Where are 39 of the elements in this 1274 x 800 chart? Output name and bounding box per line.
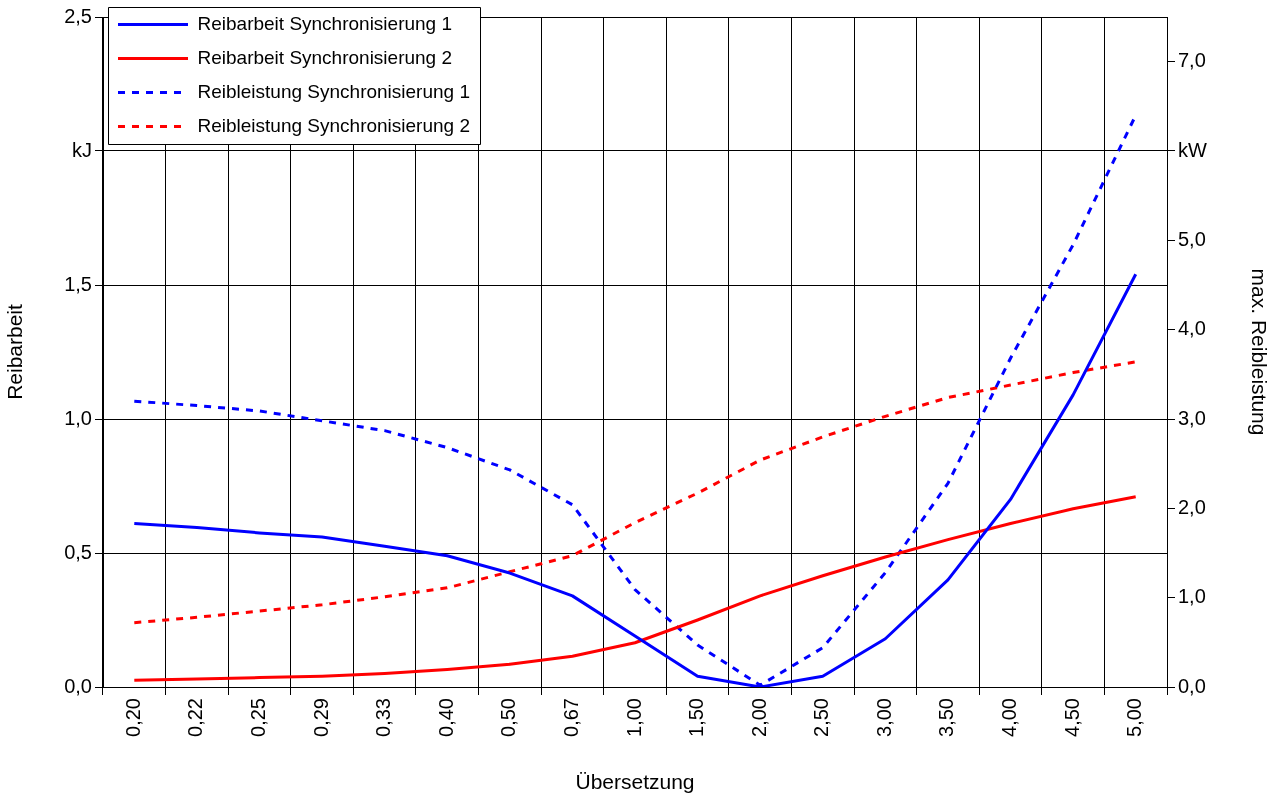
y-axis-title: Reibarbeit [3, 303, 27, 400]
legend-label: Reibarbeit Synchronisierung 1 [197, 12, 453, 34]
y2-tick-label: 7,0 [1178, 49, 1206, 72]
y-tick-label: 2,5 [64, 4, 92, 27]
line-series [132, 360, 1138, 625]
legend-label: Reibleistung Synchronisierung 2 [197, 114, 470, 136]
y2-tick-label: 2,0 [1178, 495, 1206, 518]
y2-tick-label: 0,0 [1178, 674, 1206, 697]
y2-axis-title: max. Reibleistung [1247, 268, 1271, 436]
x-tick-label: 0,40 [434, 698, 457, 737]
x-tick-label: 1,50 [685, 698, 708, 737]
x-tick-label: 3,50 [935, 698, 958, 737]
y-tick-label: 1,0 [64, 406, 92, 429]
x-tick-label: 2,00 [747, 698, 770, 737]
y-tick-label: 0,0 [64, 674, 92, 697]
x-tick-label: 4,50 [1060, 698, 1083, 737]
x-tick-label: 4,00 [998, 698, 1021, 737]
y-tick-label: kJ [72, 138, 92, 161]
x-tick-label: 0,22 [184, 698, 207, 737]
x-tick-label: 1,00 [622, 698, 645, 737]
x-tick-label: 0,29 [309, 698, 332, 737]
y2-tick-label: 4,0 [1178, 317, 1206, 340]
y2-tick-label: kW [1178, 138, 1207, 161]
x-axis-title: Übersetzung [575, 770, 695, 794]
x-tick-label: 0,20 [121, 698, 144, 737]
legend-label: Reibleistung Synchronisierung 1 [197, 80, 470, 102]
y-tick-label: 0,5 [64, 540, 92, 563]
legend-label: Reibarbeit Synchronisierung 2 [197, 46, 453, 68]
x-tick-label: 0,33 [372, 698, 395, 737]
y2-tick-label: 1,0 [1178, 585, 1206, 608]
y-tick-label: 1,5 [64, 272, 92, 295]
x-tick-label: 0,67 [559, 698, 582, 737]
y2-tick-label: 5,0 [1178, 227, 1206, 250]
x-tick-label: 3,00 [872, 698, 895, 737]
x-tick-label: 0,50 [497, 698, 520, 737]
y2-tick-label: 3,0 [1178, 406, 1206, 429]
x-tick-label: 0,25 [246, 698, 269, 737]
x-tick-label: 2,50 [810, 698, 833, 737]
x-tick-label: 5,00 [1123, 698, 1146, 737]
